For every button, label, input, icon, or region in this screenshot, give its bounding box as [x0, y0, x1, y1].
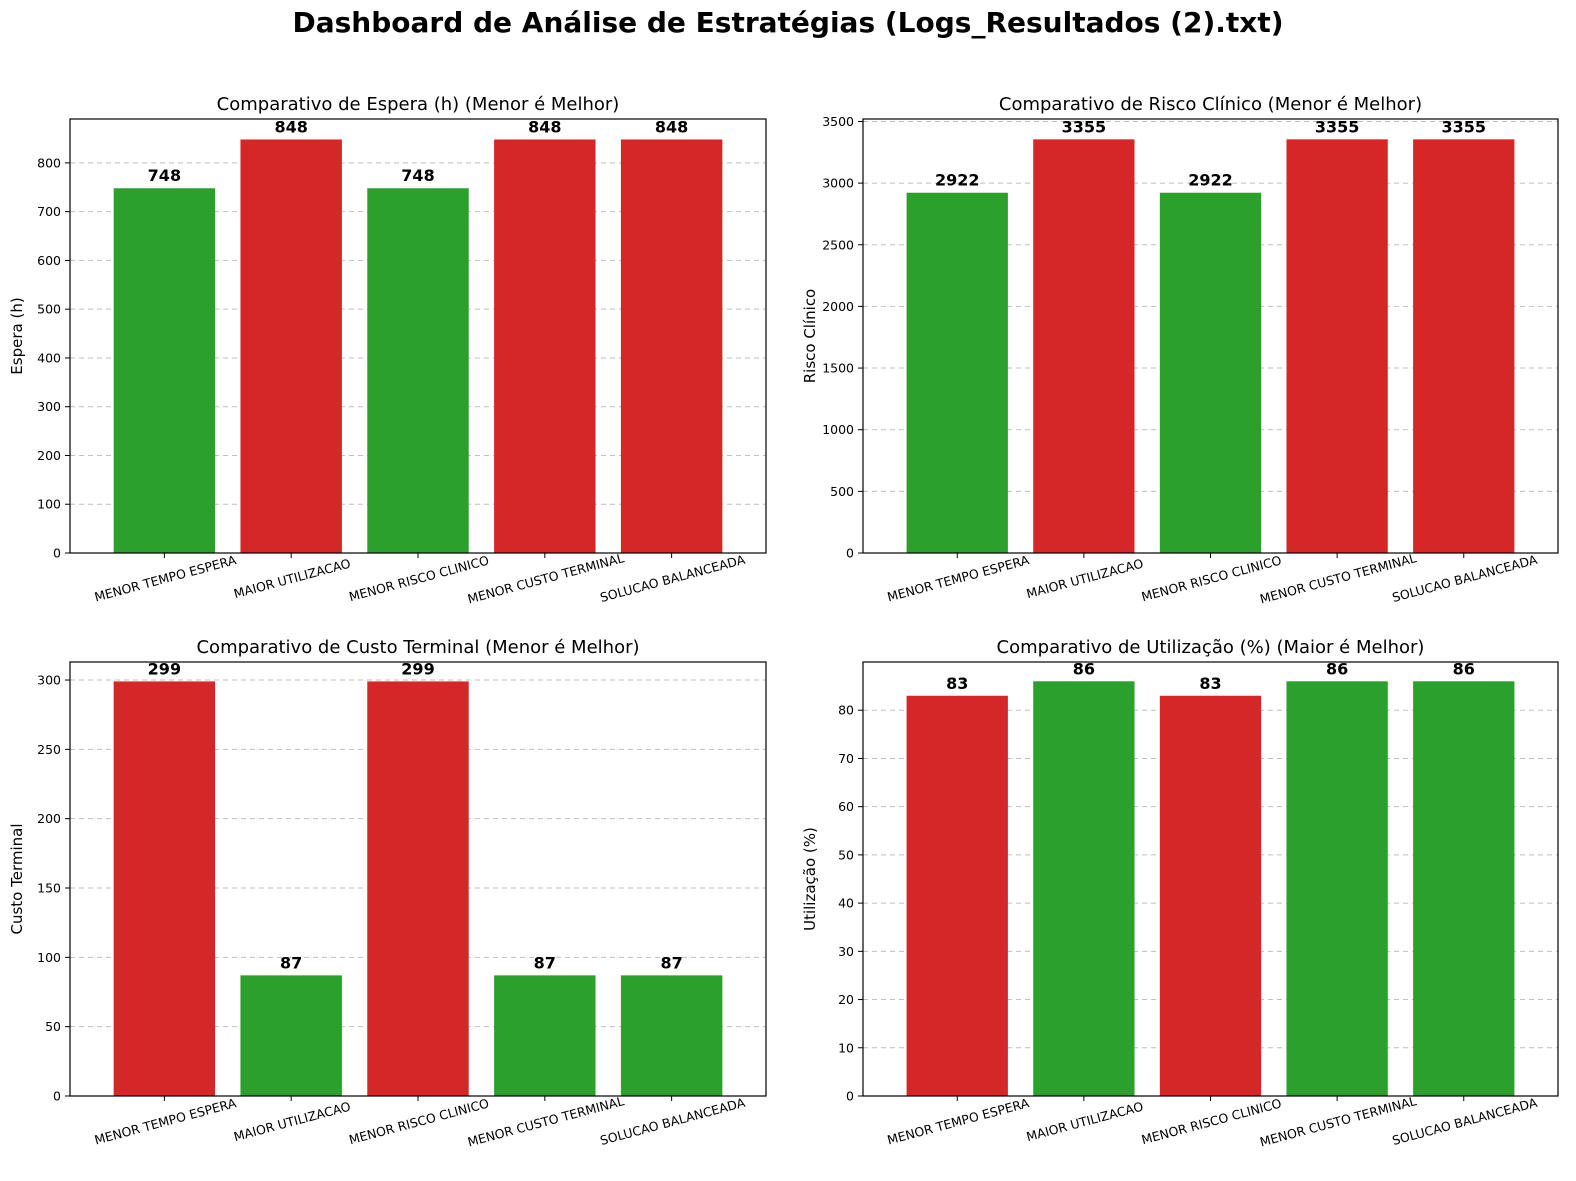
bar-value-label: 87	[280, 953, 302, 972]
bar-value-label: 2922	[935, 171, 980, 190]
y-axis-label: Espera (h)	[8, 297, 26, 374]
y-tick-label: 70	[838, 751, 854, 766]
x-tick-label: MENOR TEMPO ESPERA	[886, 552, 1032, 604]
bar	[906, 695, 1008, 1096]
bar	[1033, 139, 1135, 553]
bar	[620, 975, 723, 1096]
x-tick-label: MAIOR UTILIZACAO	[232, 556, 352, 602]
chart-title: Comparativo de Espera (h) (Menor é Melho…	[217, 94, 620, 115]
bar-value-label: 848	[655, 117, 688, 136]
y-tick-label: 20	[838, 992, 854, 1007]
bar-value-label: 86	[1453, 659, 1475, 678]
y-tick-label: 500	[37, 302, 61, 317]
bar	[620, 139, 723, 553]
y-tick-label: 150	[37, 881, 61, 896]
bar	[1286, 681, 1388, 1096]
x-tick-label: MENOR TEMPO ESPERA	[93, 552, 239, 604]
chart-title: Comparativo de Risco Clínico (Menor é Me…	[999, 94, 1422, 115]
y-tick-label: 100	[37, 497, 61, 512]
bar	[113, 681, 216, 1096]
y-tick-label: 50	[45, 1019, 61, 1034]
bar-value-label: 83	[1199, 674, 1221, 693]
x-tick-label: MENOR TEMPO ESPERA	[93, 1095, 239, 1147]
y-tick-label: 400	[37, 350, 61, 365]
chart-panel: 299 87 299 87 87 0 50 100 150 200 250 300 MENOR TEMP…	[8, 637, 767, 1150]
y-tick-label: 1000	[822, 422, 854, 437]
y-tick-label: 10	[838, 1040, 854, 1055]
y-tick-label: 2500	[822, 237, 854, 252]
chart-title: Comparativo de Utilização (%) (Maior é M…	[997, 637, 1425, 658]
bar	[240, 139, 342, 553]
chart-panel: 748 848 748 848 848 0 100 200 300 400 500 600 700 800…	[8, 94, 767, 607]
y-tick-label: 200	[37, 811, 61, 826]
bar-value-label: 87	[660, 953, 682, 972]
y-tick-label: 600	[37, 253, 61, 268]
y-tick-label: 2000	[822, 299, 854, 314]
y-tick-label: 0	[846, 546, 854, 561]
y-axis-label: Risco Clínico	[801, 289, 819, 384]
bar-value-label: 86	[1326, 659, 1348, 678]
dashboard-title: Dashboard de Análise de Estratégias (Log…	[292, 6, 1284, 39]
y-tick-label: 0	[53, 1089, 61, 1104]
bar-value-label: 748	[401, 166, 434, 185]
bar	[1159, 192, 1262, 553]
y-tick-label: 50	[838, 847, 854, 862]
bar	[494, 975, 596, 1096]
x-tick-label: MENOR TEMPO ESPERA	[886, 1095, 1032, 1147]
y-tick-label: 60	[838, 799, 854, 814]
bar	[494, 139, 596, 553]
bar-value-label: 3355	[1441, 117, 1486, 136]
x-tick-label: MAIOR UTILIZACAO	[1025, 556, 1145, 602]
bar-value-label: 848	[274, 117, 307, 136]
bar	[1159, 695, 1262, 1096]
chart-panel: 83 86 83 86 86 0 10 20 30 40 50 60 70 80 MENOR TEMPO E…	[801, 637, 1559, 1150]
y-tick-label: 1500	[822, 361, 854, 376]
chart-title: Comparativo de Custo Terminal (Menor é M…	[196, 637, 639, 658]
bar-value-label: 86	[1073, 659, 1095, 678]
x-tick-label: MAIOR UTILIZACAO	[1025, 1099, 1145, 1145]
bar-value-label: 87	[534, 953, 556, 972]
y-axis-label: Custo Terminal	[8, 823, 26, 934]
y-axis-label: Utilização (%)	[801, 827, 819, 931]
bar	[113, 188, 216, 554]
y-tick-label: 30	[838, 944, 854, 959]
y-tick-label: 80	[838, 703, 854, 718]
y-tick-label: 250	[37, 742, 61, 757]
bar	[906, 192, 1008, 553]
bar-value-label: 299	[148, 659, 181, 678]
bar-value-label: 2922	[1188, 171, 1233, 190]
y-tick-label: 500	[830, 484, 854, 499]
bar	[1413, 139, 1515, 553]
bar	[1413, 681, 1515, 1096]
bar	[1286, 139, 1388, 553]
y-tick-label: 200	[37, 448, 61, 463]
y-tick-label: 100	[37, 950, 61, 965]
bar-value-label: 748	[148, 166, 181, 185]
y-tick-label: 40	[838, 896, 854, 911]
bar-value-label: 3355	[1315, 117, 1360, 136]
bar-value-label: 848	[528, 117, 561, 136]
y-tick-label: 300	[37, 399, 61, 414]
y-tick-label: 300	[37, 673, 61, 688]
bar-value-label: 83	[946, 674, 968, 693]
bar	[240, 975, 342, 1096]
y-tick-label: 700	[37, 204, 61, 219]
bar-value-label: 299	[401, 659, 434, 678]
bar-value-label: 3355	[1062, 117, 1107, 136]
x-tick-label: MAIOR UTILIZACAO	[232, 1099, 352, 1145]
y-tick-label: 0	[846, 1089, 854, 1104]
y-tick-label: 3500	[822, 114, 854, 129]
y-tick-label: 3000	[822, 176, 854, 191]
bar	[367, 681, 469, 1096]
bar	[367, 188, 469, 554]
chart-panel: 2922 3355 2922 3355 3355 0 500 1000 1500 2000 2500…	[801, 94, 1559, 607]
y-tick-label: 800	[37, 155, 61, 170]
y-tick-label: 0	[53, 546, 61, 561]
bar	[1033, 681, 1135, 1096]
